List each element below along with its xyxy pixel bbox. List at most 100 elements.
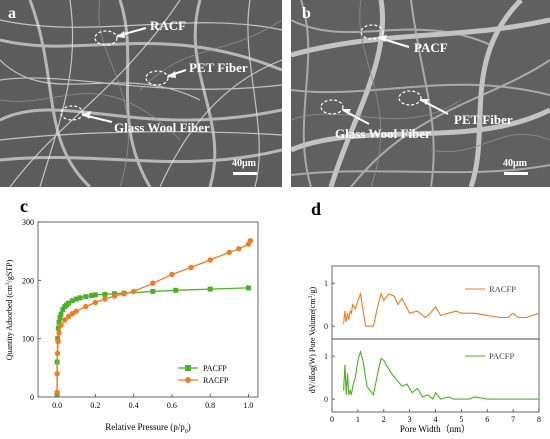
x-tick-label-d: 2: [382, 415, 386, 424]
data-point-racfp: [150, 280, 156, 286]
data-point-racfp: [102, 296, 108, 302]
data-point-pacfp: [102, 291, 108, 297]
x-tick-label-c: 0.4: [129, 401, 139, 410]
data-point-racfp: [54, 389, 60, 396]
x-axis-label-d: Pore Width（nm）: [400, 424, 470, 434]
label-racf: RACF: [150, 18, 187, 33]
label-glass-wool-a: Glass Wool Fiber: [114, 120, 210, 135]
data-point-pacfp: [92, 292, 98, 298]
data-point-pacfp: [56, 319, 62, 325]
data-point-racfp: [111, 293, 118, 299]
y-tick-label-d: 1: [324, 279, 328, 288]
isotherm-chart: 0.0 0.2 0.4 0.6 0.8 1.0 0 100 200 300 PACFP RACFP…: [5, 218, 259, 435]
sem-image-b: b PACF PET Fiber Glass Wool Fiber 40μm: [291, 0, 550, 187]
sem-fiber-texture-b: [291, 0, 550, 187]
pore-distribution-chart: 0 1 0 1 0 1 2 3 4 5 6 7 8 RACFP PACFP Pore Width（nm）…: [308, 265, 541, 434]
data-point-pacfp: [66, 300, 72, 306]
panel-a: a RACF PET Fiber Glass Wool Fiber 40μm: [0, 0, 550, 200]
data-point-pacfp: [69, 298, 75, 304]
legend-label-racfp: RACFP: [203, 376, 229, 385]
data-point-racfp: [188, 264, 194, 271]
data-point-pacfp: [77, 295, 83, 301]
data-point-racfp: [73, 308, 79, 314]
data-point-racfp: [130, 288, 137, 295]
data-point-pacfp: [58, 311, 64, 317]
legend-marker-racfp: [185, 377, 191, 383]
x-tick-label-d: 8: [537, 415, 541, 424]
panel-letter-a: a: [8, 5, 16, 22]
x-tick-label-d: 1: [356, 415, 360, 424]
scale-label-a: 40μm: [232, 158, 256, 169]
series-line-d-pacfp: [343, 349, 539, 401]
legend-label-d-pacfp: PACFP: [489, 351, 514, 361]
scale-bar-a: [233, 172, 257, 175]
series-line-d-racfp: [343, 291, 540, 327]
legend-marker-pacfp: [185, 365, 191, 371]
data-point-pacfp: [55, 336, 61, 342]
data-point-racfp: [54, 370, 60, 377]
data-point-racfp: [65, 313, 72, 320]
data-point-racfp: [58, 322, 64, 328]
data-point-pacfp: [73, 296, 79, 302]
label-pacf: PACF: [414, 40, 448, 55]
data-point-racfp: [226, 249, 233, 256]
x-axis-label-c: Relative Pressure (p/p0): [105, 422, 190, 435]
sem-annotations-b: [320, 24, 449, 125]
data-point-pacfp: [57, 315, 63, 321]
legend-label-pacfp: PACFP: [203, 364, 227, 373]
x-tick-label-c: 0.2: [90, 401, 100, 410]
x-tick-label-c: 1.0: [243, 401, 253, 410]
data-point-pacfp: [245, 285, 251, 291]
x-tick-label-d: 5: [459, 415, 463, 424]
label-pet-fiber-a: PET Fiber: [189, 60, 248, 75]
data-point-racfp: [56, 330, 62, 336]
plot-frame-c: [37, 221, 259, 398]
sem-image-a: a RACF PET Fiber Glass Wool Fiber 40μm: [0, 0, 282, 187]
panel-letter-d: d: [311, 199, 322, 219]
x-tick-label-d: 6: [485, 415, 489, 424]
data-point-pacfp: [60, 307, 66, 312]
data-point-pacfp: [173, 287, 179, 293]
sem-fiber-texture-a: [0, 0, 282, 187]
data-point-racfp: [83, 303, 89, 310]
y-axis-label-c: Quantity Adsorbed (cm3/gSTP): [5, 259, 14, 360]
y-axis-label-d: dV/dlog(W) Pore Volume(cm3/g): [308, 286, 317, 393]
sem-annotations-a: [60, 27, 187, 123]
data-point-racfp: [54, 350, 61, 356]
scale-bar-b: [504, 172, 528, 175]
x-tick-label-c: 0.8: [205, 401, 215, 410]
x-tick-label-d: 3: [408, 415, 412, 424]
data-point-pacfp: [150, 288, 156, 294]
data-point-racfp: [62, 317, 68, 323]
data-point-racfp: [247, 237, 254, 244]
x-tick-label-d: 4: [434, 415, 438, 424]
scale-label-b: 40μm: [503, 158, 527, 169]
data-point-racfp: [169, 271, 175, 278]
label-pet-fiber-b: PET Fiber: [454, 112, 513, 127]
panel-letter-c: c: [20, 196, 28, 216]
y-tick-label-c: 100: [22, 335, 34, 344]
data-point-racfp: [207, 257, 213, 263]
x-tick-label-c: 0.6: [167, 401, 177, 410]
y-tick-label-d: 0: [324, 395, 328, 404]
y-tick-label-d: 0: [324, 322, 328, 331]
data-point-racfp: [236, 246, 242, 252]
data-point-racfp: [92, 299, 99, 306]
data-point-racfp: [55, 338, 61, 345]
data-point-pacfp: [55, 325, 61, 331]
data-point-racfp: [121, 291, 127, 297]
panel-letter-b: b: [302, 5, 311, 22]
plot-frame-d-bottom: [331, 338, 540, 413]
y-tick-label-c: 200: [22, 276, 34, 285]
plot-frame-d-top: [331, 265, 540, 340]
legend-label-d-racfp: RACFP: [489, 284, 516, 294]
x-tick-label-d: 7: [511, 415, 515, 424]
data-point-pacfp: [207, 286, 213, 292]
x-tick-label-c: 0.0: [52, 401, 62, 410]
y-tick-label-c: 300: [22, 218, 34, 227]
data-point-pacfp: [89, 293, 95, 298]
x-tick-label-d: 0: [330, 415, 334, 424]
y-tick-label-c: 0: [30, 393, 34, 402]
y-tick-label-d: 1: [324, 352, 328, 361]
data-point-pacfp: [83, 294, 89, 300]
